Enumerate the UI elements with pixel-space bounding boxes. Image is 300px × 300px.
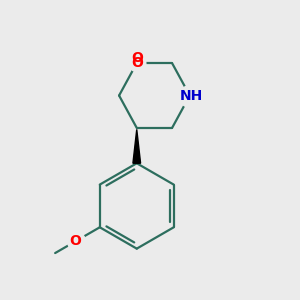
Polygon shape bbox=[133, 129, 141, 163]
Text: O: O bbox=[131, 56, 143, 70]
Text: O: O bbox=[131, 51, 143, 65]
Text: O: O bbox=[70, 234, 82, 248]
Text: NH: NH bbox=[180, 88, 203, 103]
